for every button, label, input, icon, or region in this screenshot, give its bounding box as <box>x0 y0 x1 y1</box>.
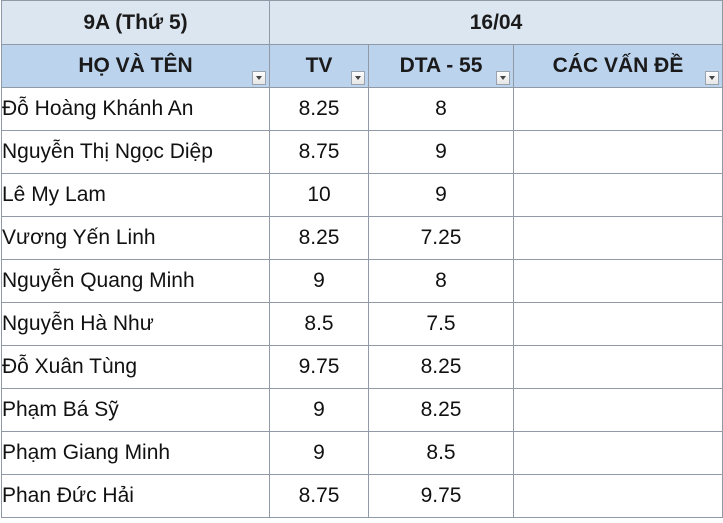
filter-dropdown-icon-issues[interactable] <box>705 71 720 85</box>
dta-score-cell[interactable]: 8.25 <box>368 388 514 432</box>
table-row: Nguyễn Thị Ngọc Diệp 8.75 9 <box>1 130 723 174</box>
student-name-cell[interactable]: Vương Yến Linh <box>1 216 270 260</box>
tv-score-cell[interactable]: 8.5 <box>269 302 369 346</box>
header-name-label: HỌ VÀ TÊN <box>78 54 193 77</box>
student-name-cell[interactable]: Đỗ Xuân Tùng <box>1 345 270 389</box>
header-dta[interactable]: DTA - 55 <box>368 44 514 88</box>
student-name-cell[interactable]: Phạm Giang Minh <box>1 431 270 475</box>
issues-cell[interactable] <box>512 474 723 518</box>
dta-score-cell[interactable]: 7.25 <box>368 216 514 260</box>
table-row: Phạm Giang Minh 9 8.5 <box>1 431 723 475</box>
header-name[interactable]: HỌ VÀ TÊN <box>1 44 270 88</box>
issues-cell[interactable] <box>512 87 723 131</box>
date-label-cell[interactable]: 16/04 <box>268 0 723 45</box>
table-row: Phạm Bá Sỹ 9 8.25 <box>1 388 723 432</box>
student-name-cell[interactable]: Nguyễn Quang Minh <box>1 259 270 303</box>
table-row: Đỗ Hoàng Khánh An 8.25 8 <box>1 87 723 131</box>
issues-cell[interactable] <box>512 388 723 432</box>
issues-cell[interactable] <box>512 259 723 303</box>
table-row: Lê My Lam 10 9 <box>1 173 723 217</box>
header-dta-label: DTA - 55 <box>399 54 483 77</box>
issues-cell[interactable] <box>512 130 723 174</box>
tv-score-cell[interactable]: 10 <box>269 173 369 217</box>
filter-dropdown-icon-dta[interactable] <box>496 71 510 85</box>
issues-cell[interactable] <box>512 345 723 389</box>
tv-score-cell[interactable]: 9 <box>269 259 369 303</box>
tv-score-cell[interactable]: 9 <box>269 431 369 475</box>
student-name-cell[interactable]: Đỗ Hoàng Khánh An <box>1 87 270 131</box>
dta-score-cell[interactable]: 8 <box>368 87 514 131</box>
student-name-cell[interactable]: Nguyễn Thị Ngọc Diệp <box>1 130 270 174</box>
dta-score-cell[interactable]: 8 <box>368 259 514 303</box>
dta-score-cell[interactable]: 8.25 <box>368 345 514 389</box>
student-name-cell[interactable]: Lê My Lam <box>1 173 270 217</box>
table-row: Đỗ Xuân Tùng 9.75 8.25 <box>1 345 723 389</box>
student-name-cell[interactable]: Nguyễn Hà Như <box>1 302 270 346</box>
issues-cell[interactable] <box>512 173 723 217</box>
class-label-cell[interactable]: 9A (Thứ 5) <box>1 0 270 45</box>
dta-score-cell[interactable]: 9.75 <box>368 474 514 518</box>
dta-score-cell[interactable]: 9 <box>368 173 514 217</box>
dta-score-cell[interactable]: 9 <box>368 130 514 174</box>
tv-score-cell[interactable]: 8.75 <box>269 130 369 174</box>
table-row: Nguyễn Quang Minh 9 8 <box>1 259 723 303</box>
student-name-cell[interactable]: Phạm Bá Sỹ <box>1 388 270 432</box>
issues-cell[interactable] <box>512 302 723 346</box>
header-issues-label: CÁC VẤN ĐỀ <box>552 54 684 77</box>
issues-cell[interactable] <box>512 431 723 475</box>
filter-dropdown-icon-tv[interactable] <box>351 71 365 85</box>
tv-score-cell[interactable]: 8.25 <box>269 87 369 131</box>
table-row: Nguyễn Hà Như 8.5 7.5 <box>1 302 723 346</box>
table-row: Phan Đức Hải 8.75 9.75 <box>1 474 723 518</box>
header-tv-label: TV <box>305 54 333 77</box>
student-name-cell[interactable]: Phan Đức Hải <box>1 474 270 518</box>
issues-cell[interactable] <box>512 216 723 260</box>
tv-score-cell[interactable]: 8.25 <box>269 216 369 260</box>
dta-score-cell[interactable]: 8.5 <box>368 431 514 475</box>
tv-score-cell[interactable]: 9.75 <box>269 345 369 389</box>
table-row: Vương Yến Linh 8.25 7.25 <box>1 216 723 260</box>
filter-dropdown-icon-name[interactable] <box>252 71 266 85</box>
dta-score-cell[interactable]: 7.5 <box>368 302 514 346</box>
header-row: HỌ VÀ TÊN TV DTA - 55 CÁC VẤN ĐỀ <box>1 44 723 88</box>
tv-score-cell[interactable]: 9 <box>269 388 369 432</box>
title-row: 9A (Thứ 5) 16/04 <box>1 0 723 45</box>
header-tv[interactable]: TV <box>269 44 369 88</box>
header-issues[interactable]: CÁC VẤN ĐỀ <box>512 44 723 88</box>
tv-score-cell[interactable]: 8.75 <box>269 474 369 518</box>
